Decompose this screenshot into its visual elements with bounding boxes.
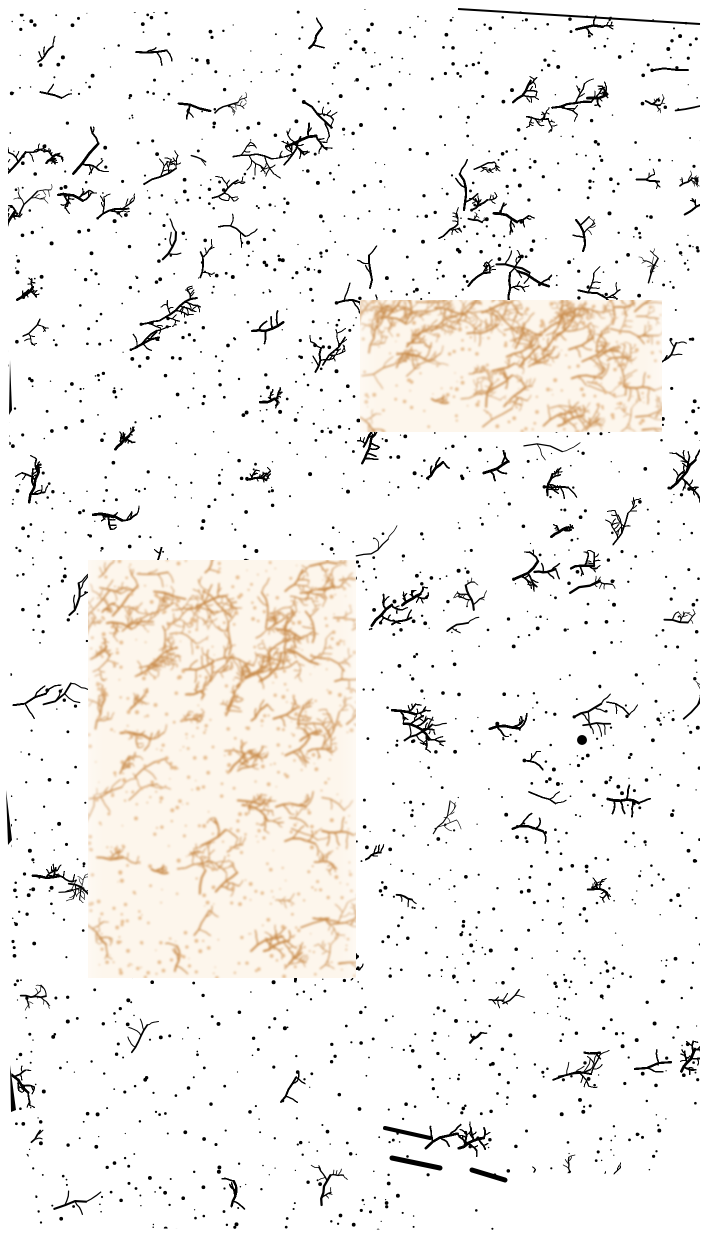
color-inset-top-right — [360, 300, 662, 432]
scan-edge-marks — [6, 8, 701, 1183]
color-inset-left — [88, 560, 356, 978]
